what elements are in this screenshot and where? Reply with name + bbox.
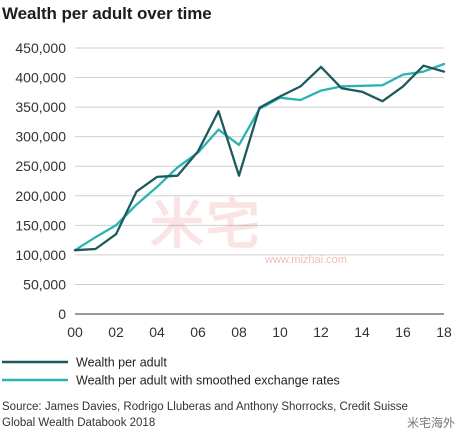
y-tick-label: 150,000 bbox=[15, 217, 66, 233]
x-tick-label: 12 bbox=[313, 324, 329, 340]
y-tick-label: 0 bbox=[58, 306, 66, 322]
x-tick-label: 16 bbox=[395, 324, 411, 340]
source-line-2: Global Wealth Databook 2018 bbox=[2, 417, 156, 429]
y-tick-label: 350,000 bbox=[15, 99, 66, 115]
x-tick-label: 08 bbox=[231, 324, 247, 340]
grid-lines bbox=[75, 47, 444, 315]
x-tick-label: 00 bbox=[67, 324, 83, 340]
legend: Wealth per adult Wealth per adult with sm… bbox=[2, 356, 340, 388]
y-tick-label: 450,000 bbox=[15, 40, 66, 56]
legend-label: Wealth per adult bbox=[76, 356, 167, 370]
y-tick-label: 100,000 bbox=[15, 247, 66, 263]
x-tick-label: 06 bbox=[190, 324, 206, 340]
source-line-1: Source: James Davies, Rodrigo Lluberas a… bbox=[2, 401, 408, 413]
x-tick-label: 18 bbox=[436, 324, 452, 340]
chart-title: Wealth per adult over time bbox=[2, 4, 212, 23]
series-line-smoothed-exchange-rates bbox=[73, 62, 446, 252]
y-tick-label: 250,000 bbox=[15, 158, 66, 174]
corner-brand-label: 米宅海外 bbox=[406, 416, 455, 430]
x-axis-tick-labels: 00 02 04 06 08 10 12 14 16 18 bbox=[67, 324, 452, 340]
y-tick-label: 50,000 bbox=[23, 276, 66, 292]
x-tick-label: 04 bbox=[149, 324, 165, 340]
x-tick-label: 10 bbox=[272, 324, 288, 340]
y-tick-label: 300,000 bbox=[15, 129, 66, 145]
x-tick-label: 14 bbox=[354, 324, 370, 340]
y-axis-tick-labels: 0 50,000 100,000 150,000 200,000 250,000 300,0… bbox=[15, 40, 66, 322]
y-tick-label: 200,000 bbox=[15, 188, 66, 204]
y-tick-label: 400,000 bbox=[15, 70, 66, 86]
legend-label: Wealth per adult with smoothed exchange … bbox=[76, 374, 340, 388]
series-line-wealth-per-adult bbox=[73, 64, 446, 252]
series-lines bbox=[73, 62, 446, 252]
source-note: Source: James Davies, Rodrigo Lluberas a… bbox=[2, 399, 457, 431]
x-tick-label: 02 bbox=[108, 324, 124, 340]
